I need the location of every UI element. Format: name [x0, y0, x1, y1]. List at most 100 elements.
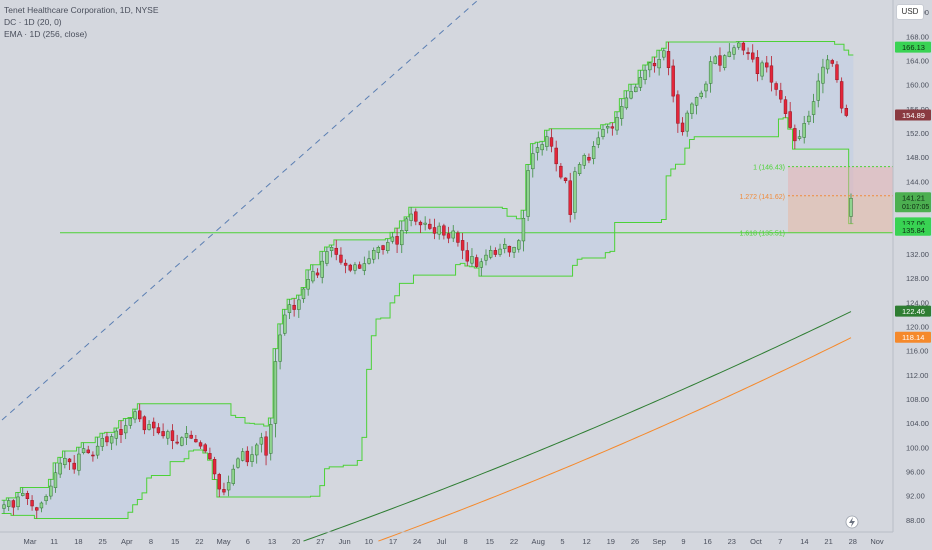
candle[interactable]	[123, 418, 128, 440]
candle[interactable]	[493, 247, 498, 257]
candle[interactable]	[769, 55, 774, 92]
candle[interactable]	[605, 124, 610, 134]
candle[interactable]	[367, 250, 371, 265]
candle[interactable]	[821, 58, 825, 94]
candle[interactable]	[521, 210, 526, 252]
candle[interactable]	[676, 90, 680, 133]
candle[interactable]	[591, 141, 596, 165]
candle[interactable]	[63, 451, 67, 469]
candle[interactable]	[58, 457, 62, 478]
candle[interactable]	[573, 166, 577, 220]
candle[interactable]	[657, 50, 661, 76]
candle[interactable]	[105, 432, 109, 447]
candle[interactable]	[512, 246, 516, 259]
candle[interactable]	[259, 432, 264, 453]
candle[interactable]	[357, 261, 362, 270]
candle[interactable]	[755, 50, 760, 82]
candle[interactable]	[35, 506, 39, 519]
candle[interactable]	[254, 442, 259, 464]
candle[interactable]	[217, 472, 221, 497]
candle[interactable]	[624, 90, 629, 110]
candle[interactable]	[465, 242, 469, 266]
candle[interactable]	[783, 96, 788, 118]
candle[interactable]	[6, 497, 11, 512]
candle[interactable]	[212, 456, 217, 480]
candle[interactable]	[25, 490, 30, 505]
candle[interactable]	[807, 110, 811, 125]
candle[interactable]	[517, 239, 521, 253]
candle[interactable]	[386, 238, 390, 254]
candle[interactable]	[287, 299, 292, 320]
candle[interactable]	[67, 458, 72, 471]
candle[interactable]	[629, 84, 633, 100]
candle[interactable]	[390, 232, 395, 244]
candle[interactable]	[311, 264, 315, 284]
candle[interactable]	[498, 243, 502, 257]
candle[interactable]	[339, 247, 343, 265]
candle[interactable]	[577, 162, 582, 176]
candle[interactable]	[152, 417, 156, 437]
currency-badge[interactable]: USD	[896, 4, 924, 20]
candle[interactable]	[474, 254, 479, 268]
candle[interactable]	[86, 445, 90, 454]
candle[interactable]	[526, 164, 530, 222]
candle[interactable]	[133, 409, 137, 424]
candle[interactable]	[95, 437, 100, 459]
candle[interactable]	[77, 447, 81, 476]
candle[interactable]	[49, 479, 53, 500]
candle[interactable]	[142, 415, 147, 435]
candle[interactable]	[765, 56, 769, 73]
candle[interactable]	[44, 494, 48, 505]
candle[interactable]	[325, 247, 329, 267]
candle[interactable]	[732, 45, 736, 60]
candle[interactable]	[568, 172, 572, 223]
candle[interactable]	[802, 115, 806, 144]
candle[interactable]	[685, 110, 689, 137]
candle[interactable]	[563, 177, 568, 184]
candle[interactable]	[315, 268, 320, 278]
candle[interactable]	[348, 263, 352, 273]
candle[interactable]	[662, 48, 666, 61]
legend-ema[interactable]: EMA · 1D (256, close)	[4, 29, 88, 39]
candle[interactable]	[751, 44, 755, 63]
candle[interactable]	[694, 96, 699, 115]
candle[interactable]	[788, 101, 792, 130]
candle[interactable]	[844, 104, 849, 118]
candle[interactable]	[128, 417, 133, 429]
candle[interactable]	[21, 487, 25, 497]
candle[interactable]	[549, 128, 554, 153]
candle[interactable]	[114, 428, 119, 446]
candle[interactable]	[269, 417, 273, 461]
candle[interactable]	[11, 499, 16, 516]
candle[interactable]	[811, 93, 816, 123]
candle[interactable]	[91, 451, 95, 462]
candle[interactable]	[741, 41, 746, 56]
candle[interactable]	[816, 73, 820, 108]
candle[interactable]	[53, 462, 58, 493]
candle[interactable]	[722, 54, 727, 71]
candle[interactable]	[283, 309, 287, 336]
candle[interactable]	[610, 122, 615, 136]
candle[interactable]	[708, 56, 713, 93]
candle[interactable]	[371, 247, 376, 264]
candle[interactable]	[198, 440, 203, 450]
candle[interactable]	[250, 446, 254, 467]
candle[interactable]	[699, 90, 703, 100]
candle[interactable]	[16, 492, 20, 511]
candle[interactable]	[760, 60, 764, 81]
candle[interactable]	[601, 124, 605, 140]
candle[interactable]	[428, 218, 432, 231]
candle[interactable]	[634, 84, 638, 93]
candle[interactable]	[240, 448, 245, 462]
candle[interactable]	[418, 220, 423, 233]
candle[interactable]	[531, 143, 535, 178]
candle[interactable]	[297, 295, 301, 318]
candle[interactable]	[437, 222, 441, 240]
candle[interactable]	[779, 82, 783, 103]
candle[interactable]	[718, 47, 722, 72]
candle[interactable]	[727, 43, 732, 58]
candle[interactable]	[587, 153, 591, 164]
candle[interactable]	[184, 426, 189, 446]
